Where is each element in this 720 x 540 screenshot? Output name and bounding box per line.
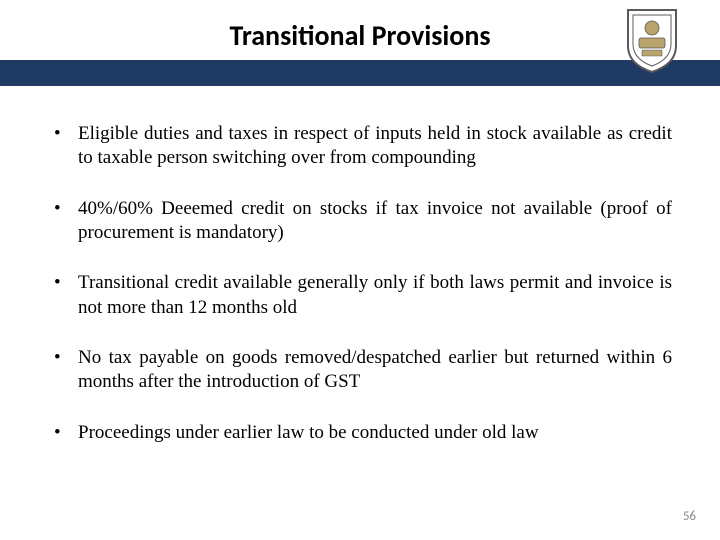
list-item: Eligible duties and taxes in respect of … (48, 122, 672, 171)
header-bar (0, 60, 720, 86)
page-title: Transitional Provisions (0, 0, 720, 53)
list-item: Proceedings under earlier law to be cond… (48, 421, 672, 445)
slide-content: Eligible duties and taxes in respect of … (0, 90, 720, 445)
bullet-list: Eligible duties and taxes in respect of … (48, 122, 672, 445)
page-number: 56 (683, 509, 696, 524)
list-item: 40%/60% Deeemed credit on stocks if tax … (48, 197, 672, 246)
emblem-logo (624, 6, 680, 74)
slide-header: Transitional Provisions (0, 0, 720, 90)
list-item: Transitional credit available generally … (48, 271, 672, 320)
list-item: No tax payable on goods removed/despatch… (48, 346, 672, 395)
